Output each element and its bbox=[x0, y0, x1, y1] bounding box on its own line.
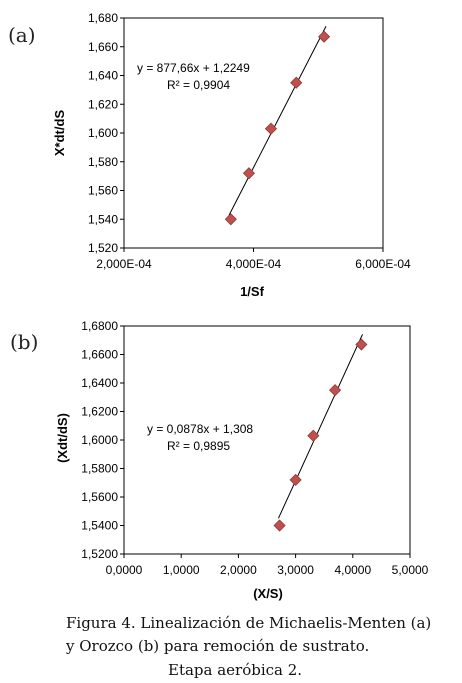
equation-b: y = 0,0878x + 1,308 bbox=[147, 422, 253, 436]
y-tick-label: 1,6800 bbox=[81, 319, 118, 333]
trendline bbox=[277, 334, 363, 519]
y-ticks-b: 1,5200 1,5400 1,5600 1,5800 1,6000 1,6200 1,64… bbox=[81, 319, 124, 561]
r2-a: R² = 0,9904 bbox=[167, 78, 230, 92]
caption-line-3: Etapa aeróbica 2. bbox=[168, 661, 303, 679]
x-ticks-b: 0,0000 1,0000 2,0000 3,0000 4,0000 5,0000 bbox=[106, 554, 429, 577]
data-point bbox=[318, 30, 331, 43]
data-point bbox=[273, 519, 286, 532]
trendline-a bbox=[228, 26, 327, 216]
x-tick-label: 4,000E-04 bbox=[226, 257, 282, 271]
y-tick-label: 1,660 bbox=[88, 40, 118, 54]
data-point bbox=[329, 384, 342, 397]
x-tick-label: 1,0000 bbox=[163, 563, 200, 577]
data-point bbox=[224, 213, 237, 226]
x-tick-label: 4,0000 bbox=[334, 563, 371, 577]
y-ticks-a: 1,520 1,540 1,560 1,580 1,600 1,620 1,640 1,660… bbox=[88, 11, 124, 255]
data-point bbox=[242, 167, 256, 180]
x-axis-title-b: (X/S) bbox=[253, 586, 283, 601]
y-tick-label: 1,6600 bbox=[81, 348, 118, 362]
data-point bbox=[264, 122, 278, 135]
points-b bbox=[273, 338, 368, 532]
trendline bbox=[228, 26, 327, 216]
y-tick-label: 1,6400 bbox=[81, 376, 118, 390]
x-tick-label: 2,000E-04 bbox=[96, 257, 152, 271]
points-a bbox=[224, 30, 331, 226]
plot-area-a bbox=[123, 17, 384, 249]
data-point bbox=[355, 338, 368, 351]
caption-line-1: Figura 4. Linealización de Michaelis-Men… bbox=[66, 614, 432, 632]
x-tick-label: 0,0000 bbox=[106, 563, 143, 577]
y-tick-label: 1,600 bbox=[88, 126, 118, 140]
y-tick-label: 1,6200 bbox=[81, 405, 118, 419]
trendline-b bbox=[277, 334, 363, 519]
chart-a: (a) 1,5201,5401,5601,5801,6001,6201,6401… bbox=[8, 11, 411, 299]
y-tick-label: 1,580 bbox=[88, 155, 118, 169]
x-tick-label: 5,0000 bbox=[392, 563, 429, 577]
equation-a: y = 877,66x + 1,2249 bbox=[137, 61, 250, 75]
y-axis-title-a: X*dt/dS bbox=[52, 110, 67, 157]
x-tick-label: 2,0000 bbox=[220, 563, 257, 577]
y-tick-label: 1,540 bbox=[88, 212, 118, 226]
data-point bbox=[289, 473, 302, 486]
panel-label-b: (b) bbox=[10, 330, 38, 354]
x-ticks-a: 2,000E-04 4,000E-04 6,000E-04 bbox=[96, 248, 411, 271]
data-point bbox=[290, 76, 303, 89]
x-tick-label: 6,000E-04 bbox=[355, 257, 411, 271]
panel-label-a: (a) bbox=[8, 23, 36, 47]
y-tick-label: 1,640 bbox=[88, 69, 118, 83]
y-tick-label: 1,620 bbox=[88, 97, 118, 111]
y-tick-label: 1,560 bbox=[88, 184, 118, 198]
y-tick-label: 1,5600 bbox=[81, 490, 118, 504]
x-tick-label: 3,0000 bbox=[277, 563, 314, 577]
r2-b: R² = 0,9895 bbox=[167, 439, 230, 453]
y-axis-title-b: (Xdt/dS) bbox=[55, 413, 70, 463]
y-tick-label: 1,5800 bbox=[81, 462, 118, 476]
y-tick-label: 1,6000 bbox=[81, 433, 118, 447]
plot-area-b bbox=[123, 325, 411, 555]
data-point bbox=[307, 429, 320, 442]
x-axis-title-a: 1/Sf bbox=[240, 284, 265, 299]
y-tick-label: 1,680 bbox=[88, 11, 118, 25]
caption-line-2: y Orozco (b) para remoción de sustrato. bbox=[66, 637, 370, 655]
y-tick-label: 1,520 bbox=[88, 241, 118, 255]
y-tick-label: 1,5200 bbox=[81, 547, 118, 561]
chart-b: (b) 1,5200 1,5400 1,5600 1,5800 1,6000 1,6200… bbox=[10, 319, 429, 601]
y-tick-label: 1,5400 bbox=[81, 519, 118, 533]
